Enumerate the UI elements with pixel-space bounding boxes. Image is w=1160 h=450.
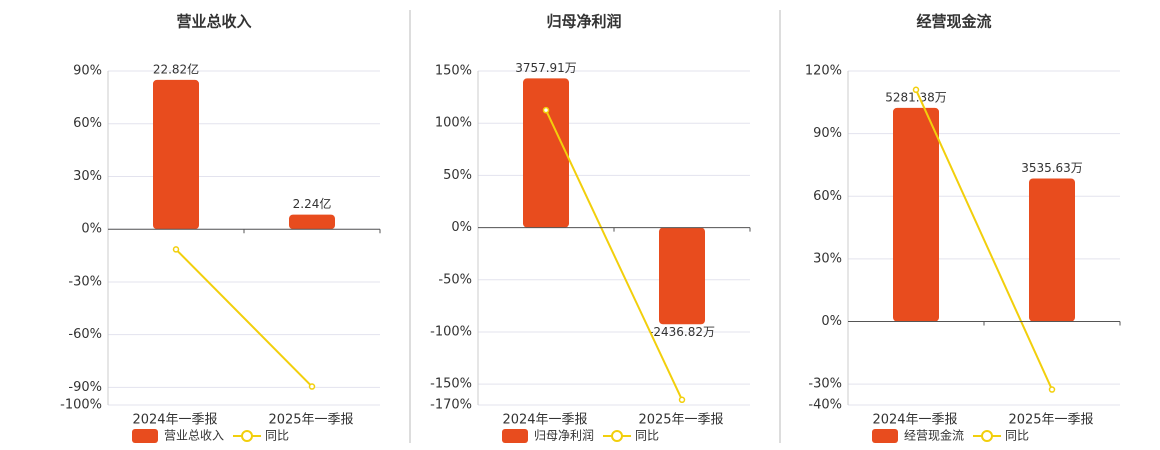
y-tick-label: -90% xyxy=(68,380,102,395)
point xyxy=(678,396,686,404)
x-tick-label: 2024年一季报 xyxy=(132,413,217,428)
legend-label: 归母净利润 xyxy=(534,429,594,443)
point xyxy=(912,86,920,94)
point xyxy=(172,246,180,253)
bar xyxy=(289,214,335,230)
legend-swatch xyxy=(981,430,993,442)
legend-label: 同比 xyxy=(265,429,289,443)
legend-swatch xyxy=(502,429,528,443)
y-tick-label: 30% xyxy=(813,251,842,266)
point xyxy=(308,383,316,390)
y-tick-label: 0% xyxy=(451,220,472,235)
y-tick-label: -50% xyxy=(438,272,472,287)
y-tick-label: -100% xyxy=(60,398,102,413)
x-tick-label: 2025年一季报 xyxy=(1008,413,1093,428)
value-label: 5281.38万 xyxy=(885,90,947,104)
x-tick-label: 2024年一季报 xyxy=(502,413,587,428)
legend-label: 同比 xyxy=(1005,429,1029,443)
bar xyxy=(659,227,705,325)
y-tick-label: 150% xyxy=(435,64,472,79)
value-label: 3757.91万 xyxy=(515,61,577,75)
y-tick-label: 90% xyxy=(73,64,102,79)
bar xyxy=(893,107,939,322)
legend-label: 同比 xyxy=(635,429,659,443)
chart-title: 归母净利润 xyxy=(546,13,621,31)
value-label: 22.82亿 xyxy=(153,61,199,76)
legend-label: 营业总收入 xyxy=(164,429,224,443)
legend-swatch xyxy=(132,429,158,443)
value-label: -2436.82万 xyxy=(649,325,715,339)
point xyxy=(1048,386,1056,393)
y-tick-label: 90% xyxy=(813,126,842,141)
line xyxy=(175,248,313,388)
y-tick-label: -40% xyxy=(808,398,842,413)
legend-swatch xyxy=(611,430,623,442)
y-tick-label: -60% xyxy=(68,327,102,342)
legend-swatch xyxy=(872,429,898,443)
y-tick-label: 120% xyxy=(805,64,842,79)
legend-label: 经营现金流 xyxy=(904,428,964,443)
y-tick-label: 50% xyxy=(443,168,472,183)
y-tick-label: 100% xyxy=(435,116,472,131)
y-tick-label: -100% xyxy=(430,324,472,339)
value-label: 2.24亿 xyxy=(293,196,332,211)
y-tick-label: 60% xyxy=(73,116,102,131)
bar xyxy=(1029,178,1075,322)
x-tick-label: 2025年一季报 xyxy=(268,413,353,428)
bar xyxy=(153,79,199,230)
y-tick-label: -170% xyxy=(430,398,472,413)
chart-title: 经营现金流 xyxy=(916,13,991,31)
chart-title: 营业总收入 xyxy=(176,13,251,31)
line xyxy=(545,109,683,401)
x-tick-label: 2024年一季报 xyxy=(872,413,957,428)
y-tick-label: 0% xyxy=(81,222,102,237)
y-tick-label: 0% xyxy=(821,314,842,329)
y-tick-label: 30% xyxy=(73,169,102,184)
y-tick-label: -30% xyxy=(68,274,102,289)
legend-swatch xyxy=(241,430,253,442)
y-tick-label: -30% xyxy=(808,377,842,392)
bar xyxy=(523,78,569,228)
x-tick-label: 2025年一季报 xyxy=(638,413,723,428)
y-tick-label: -150% xyxy=(430,377,472,392)
value-label: 3535.63万 xyxy=(1021,161,1083,175)
y-tick-label: 60% xyxy=(813,189,842,204)
line xyxy=(915,89,1053,390)
point xyxy=(542,106,550,114)
